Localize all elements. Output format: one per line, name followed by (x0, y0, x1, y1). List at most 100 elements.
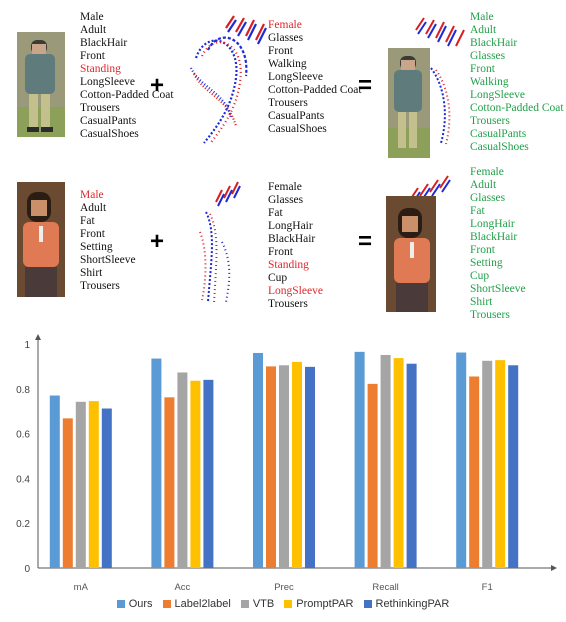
legend-item: RethinkingPAR (363, 596, 450, 612)
y-tick-label: 0 (24, 564, 30, 575)
bar-ma-rethinkingpar (101, 408, 112, 568)
legend-item: Ours (116, 596, 153, 612)
attribute-label: Walking (470, 76, 509, 88)
bar-recall-rethinkingpar (406, 363, 417, 568)
bar-acc-promptpar (190, 380, 201, 568)
attribute-label: Standing (268, 259, 309, 271)
legend-label: Label2label (174, 598, 231, 610)
source-attribute-list-1: Male Adult BlackHair Front Standing LongSleev… (80, 11, 174, 141)
attribute-label: CasualShoes (470, 141, 529, 153)
fused-pedestrian-photo-2 (386, 196, 436, 312)
pedestrian-photo-1 (17, 32, 65, 137)
bar-f1-ours (456, 352, 467, 568)
fused-point-cloud-1 (415, 17, 465, 145)
bar-f1-label2label (469, 376, 480, 568)
event-attribute-list-1: Female Glasses Front Walking LongSleeve Cotto… (268, 19, 362, 136)
equals-operator-2: = (358, 228, 373, 255)
attribute-label: CasualShoes (268, 123, 327, 135)
bar-recall-promptpar (393, 358, 404, 568)
attribute-label: LongSleeve (268, 71, 323, 83)
attribute-label: LongSleeve (268, 285, 323, 297)
attribute-label: Front (80, 228, 105, 240)
bar-recall-ours (354, 351, 365, 568)
bar-acc-rethinkingpar (203, 379, 214, 568)
bar-ma-promptpar (88, 401, 99, 568)
attribute-label: CasualPants (80, 115, 137, 127)
x-tick-label: Acc (174, 582, 190, 593)
bar-f1-vtb (482, 360, 493, 568)
bar-ma-vtb (75, 401, 86, 568)
source-attribute-list-2: Male Adult Fat Front Setting ShortSleeve Shirt… (80, 189, 136, 293)
bar-prec-rethinkingpar (305, 366, 315, 568)
fused-pedestrian-photo-1 (388, 48, 430, 158)
attribute-label: Cotton-Padded Coat (470, 102, 564, 114)
metrics-bar-chart: 0 0.2 0.4 0.6 0.8 1 mA Acc Prec Recall F1 (16, 334, 557, 593)
equals-operator-1: = (358, 72, 373, 99)
attribute-label: Trousers (80, 280, 120, 292)
y-tick-label: 0.4 (16, 474, 30, 485)
y-tick-label: 0.6 (16, 430, 30, 441)
attribute-label: Front (268, 45, 293, 57)
result-attribute-list-1: Male Adult BlackHair Glasses Front Walking Lon… (470, 11, 564, 154)
attribute-label: Front (268, 246, 293, 258)
attribute-label: ShortSleeve (470, 283, 526, 295)
pedestrian-photo-2 (17, 182, 65, 297)
plus-operator-1: + (150, 72, 165, 99)
legend-label: Ours (128, 598, 153, 610)
attribute-label: Adult (80, 24, 107, 36)
attribute-label: Glasses (268, 194, 304, 206)
y-axis-arrow (35, 334, 41, 340)
attribute-label: Female (268, 19, 302, 31)
event-point-cloud-1 (190, 15, 267, 145)
attribute-label: Standing (80, 63, 121, 75)
attribute-label: Glasses (268, 32, 304, 44)
attribute-label: Adult (80, 202, 107, 214)
attribute-label: Setting (80, 241, 113, 253)
attribute-label: Front (80, 50, 105, 62)
attribute-label: Trousers (80, 102, 120, 114)
bar-prec-promptpar (292, 361, 302, 568)
attribute-label: Female (268, 181, 302, 193)
bar-ma-ours (49, 395, 60, 568)
x-tick-label: Recall (372, 582, 398, 593)
attribute-label: Front (470, 244, 495, 256)
attribute-label: Adult (470, 24, 497, 36)
bar-prec-ours (253, 352, 263, 568)
x-axis-arrow (551, 565, 557, 571)
x-tick-label: F1 (482, 582, 493, 593)
chart-legend: Ours Label2label VTB PromptPAR RethinkingPAR (0, 596, 566, 612)
bar-f1-rethinkingpar (508, 365, 519, 568)
attribute-label: Female (470, 166, 504, 178)
result-attribute-list-2: Female Adult Glasses Fat LongHair BlackHair Fr… (470, 166, 526, 322)
bar-prec-label2label (266, 366, 276, 568)
bar-prec-vtb (279, 365, 289, 568)
bar-acc-ours (151, 358, 162, 568)
attribute-label: Fat (80, 215, 95, 227)
attribute-label: Fat (268, 207, 283, 219)
attribute-label: Adult (470, 179, 497, 191)
legend-label: RethinkingPAR (375, 598, 450, 610)
bar-recall-vtb (380, 354, 391, 568)
attribute-label: Male (80, 11, 104, 23)
bar-ma-label2label (62, 418, 73, 568)
legend-label: VTB (252, 598, 275, 610)
attribute-label: BlackHair (268, 233, 316, 245)
bar-f1-promptpar (495, 360, 506, 568)
attribute-label: Front (470, 63, 495, 75)
plus-operator-2: + (150, 228, 165, 255)
attribute-label: Trousers (470, 309, 510, 321)
attribute-label: Male (470, 11, 494, 23)
attribute-label: Cotton-Padded Coat (80, 89, 174, 101)
attribute-label: CasualPants (470, 128, 527, 140)
x-tick-label: Prec (274, 582, 294, 593)
event-point-cloud-2 (199, 181, 241, 305)
legend-swatch (284, 600, 293, 608)
attribute-label: Trousers (268, 298, 308, 310)
bar-recall-label2label (367, 383, 378, 568)
attribute-label: Male (80, 189, 104, 201)
attribute-label: Shirt (80, 267, 103, 279)
legend-item: VTB (240, 596, 275, 612)
legend-swatch (363, 600, 372, 608)
attribute-label: Cup (470, 270, 490, 282)
y-tick-label: 0.2 (16, 519, 30, 530)
